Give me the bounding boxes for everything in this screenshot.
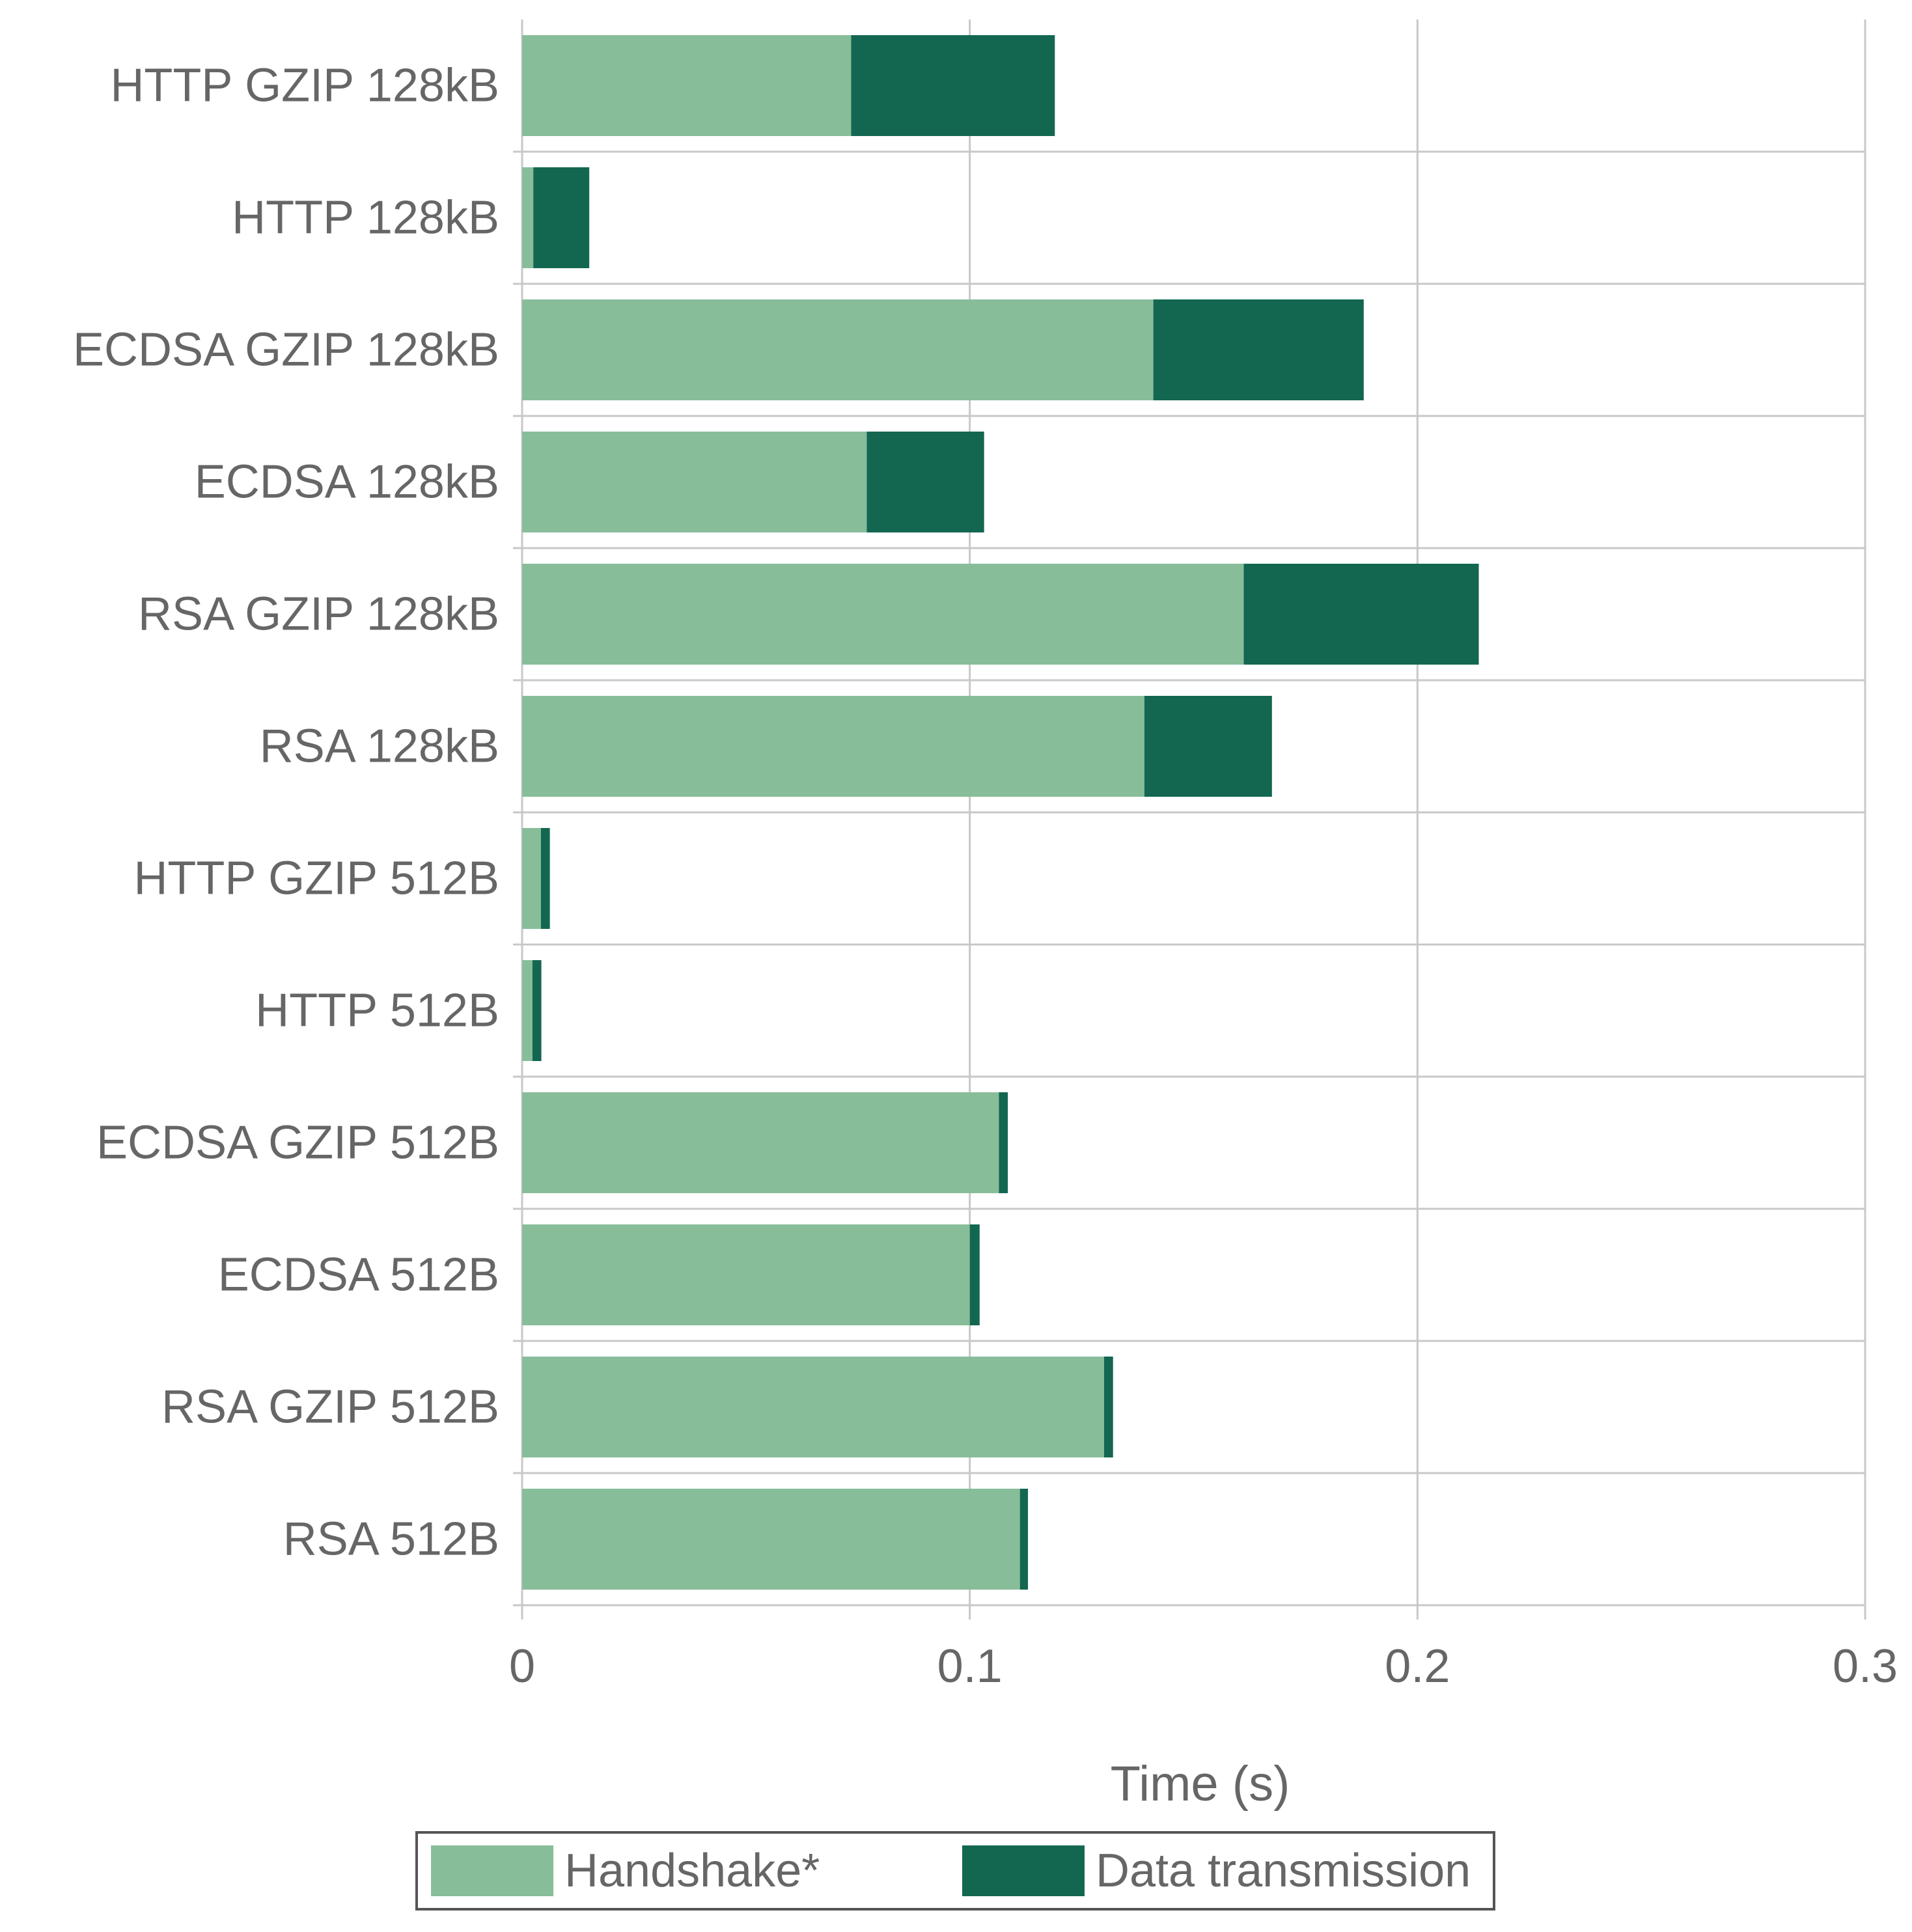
bar-segment-handshake	[522, 564, 1244, 665]
bar-segment-handshake	[522, 828, 541, 929]
bar-segment-handshake	[522, 35, 852, 136]
legend-swatch-data-transmission	[962, 1845, 1085, 1896]
bar-segment-data-transmission	[851, 35, 1055, 136]
bar-segment-data-transmission	[866, 432, 984, 532]
bar-segment-data-transmission	[533, 167, 590, 268]
category-label: HTTP GZIP 512B	[133, 853, 499, 905]
bar-segment-handshake	[522, 432, 867, 532]
bar-segment-handshake	[522, 960, 533, 1061]
bar-segment-handshake	[522, 696, 1144, 797]
category-label: RSA GZIP 512B	[161, 1381, 499, 1433]
bar-segment-data-transmission	[999, 1092, 1008, 1193]
bar-segment-data-transmission	[1243, 564, 1479, 665]
bar-segment-data-transmission	[969, 1224, 980, 1325]
legend-label: Handshake*	[564, 1845, 820, 1897]
category-label: ECDSA 512B	[218, 1249, 499, 1301]
x-axis-label: Time (s)	[1111, 1756, 1290, 1812]
legend-box	[415, 1831, 1495, 1911]
bar-segment-handshake	[522, 1489, 1020, 1590]
label-layer: HTTP GZIP 128kB HTTP 128kB ECDSA GZIP 128k…	[73, 60, 1898, 1812]
x-tick-label: 0.3	[1833, 1640, 1898, 1692]
bar-layer	[522, 35, 1479, 1590]
category-label: RSA 128kB	[260, 721, 499, 773]
x-tick-label: 0.1	[937, 1640, 1003, 1692]
legend: Handshake* Data transmission	[415, 1831, 1495, 1911]
bar-segment-handshake	[522, 299, 1154, 400]
category-label: ECDSA 128kB	[195, 456, 499, 508]
bar-segment-data-transmission	[1103, 1357, 1113, 1457]
category-label: ECDSA GZIP 512B	[96, 1117, 499, 1169]
category-label: RSA GZIP 128kB	[138, 588, 499, 641]
bar-segment-handshake	[522, 1092, 999, 1193]
bar-segment-handshake	[522, 1357, 1104, 1457]
legend-swatch-handshake	[431, 1845, 553, 1896]
bar-segment-data-transmission	[1019, 1489, 1029, 1590]
legend-label: Data transmission	[1096, 1845, 1471, 1897]
x-tick-label: 0.2	[1385, 1640, 1450, 1692]
grid-layer	[513, 20, 1866, 1620]
category-label: HTTP GZIP 128kB	[110, 60, 499, 112]
category-label: HTTP 128kB	[232, 192, 499, 244]
category-label: RSA 512B	[283, 1513, 499, 1566]
x-tick-label: 0	[509, 1640, 535, 1692]
bar-segment-data-transmission	[1153, 299, 1364, 400]
category-label: HTTP 512B	[255, 985, 499, 1037]
category-label: ECDSA GZIP 128kB	[73, 324, 499, 376]
bar-segment-handshake	[522, 1224, 970, 1325]
bar-segment-handshake	[522, 167, 534, 268]
bar-segment-data-transmission	[532, 960, 542, 1061]
bar-segment-data-transmission	[1144, 696, 1272, 797]
bar-segment-data-transmission	[540, 828, 550, 929]
